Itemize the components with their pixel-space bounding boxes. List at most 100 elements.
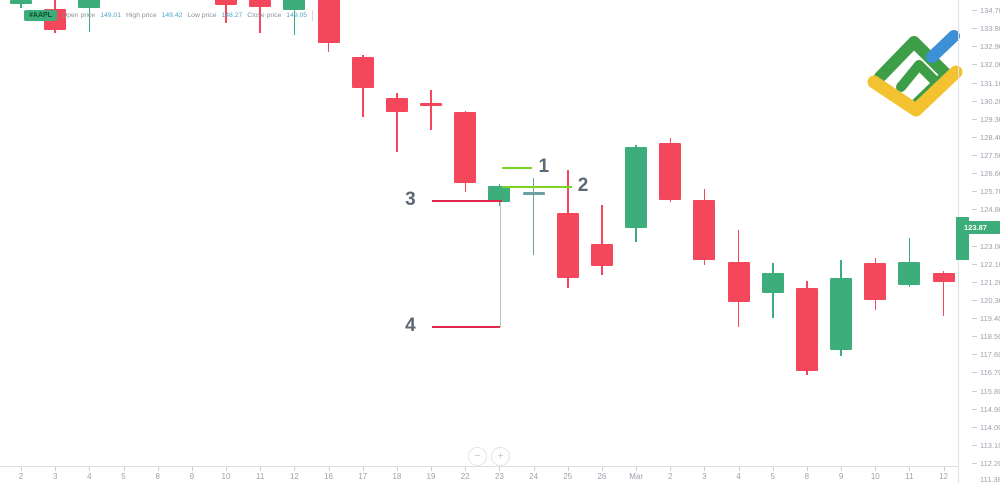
date-tick-label: 5 — [770, 472, 775, 481]
price-tick-label: 117.60 — [980, 350, 1000, 360]
date-tick-label: 4 — [736, 472, 741, 481]
price-tick — [972, 82, 977, 84]
annotation-line-1[interactable] — [502, 167, 533, 169]
date-tick-label: 24 — [529, 472, 539, 481]
price-tick-label: 127.50 — [980, 150, 1000, 160]
price-tick — [972, 191, 977, 193]
candle-wick — [532, 178, 535, 255]
candle-body — [78, 0, 101, 8]
date-tick — [670, 467, 672, 471]
symbol-badge[interactable]: #AAPL — [24, 9, 57, 21]
date-tick-label: 19 — [426, 472, 436, 481]
price-tick — [972, 245, 977, 247]
candle-wick — [88, 0, 91, 32]
date-tick-label: 3 — [702, 472, 707, 481]
date-tick — [123, 467, 125, 471]
date-tick — [533, 467, 535, 471]
candle-body — [898, 261, 921, 285]
price-tick — [972, 299, 977, 301]
price-tick-label: 123.00 — [980, 241, 1000, 251]
price-tick — [972, 64, 977, 66]
open-price-value: 149.01 — [100, 11, 121, 19]
date-tick-label: 12 — [939, 472, 949, 481]
annotation-label-1: 1 — [538, 156, 550, 177]
date-tick — [567, 467, 569, 471]
date-tick — [738, 467, 740, 471]
candle-body — [761, 272, 784, 293]
high-price-value: 149.42 — [161, 11, 183, 19]
candle-body — [10, 0, 32, 4]
date-tick — [362, 467, 364, 471]
logo-green-inner-shape — [896, 60, 939, 92]
price-tick-label: 112.20 — [980, 458, 1000, 468]
candle-body — [795, 288, 818, 371]
price-tick — [972, 390, 977, 392]
date-tick-label: 8 — [155, 472, 160, 481]
current-price-badge: 123.87 — [958, 221, 1000, 234]
date-tick — [499, 467, 501, 471]
price-axis[interactable]: 134.70 133.80 132.90 132.00 131.10 130.20 129.… — [958, 0, 1000, 483]
price-tick — [972, 408, 977, 410]
date-tick — [21, 467, 22, 471]
litefinance-logo-icon — [867, 30, 963, 117]
date-tick — [396, 467, 398, 471]
candle-wick — [293, 0, 296, 35]
zoom-out-button[interactable]: − — [468, 447, 487, 466]
annotation-label-3: 3 — [405, 189, 416, 210]
candle-body — [454, 112, 477, 184]
candle-body — [727, 261, 750, 302]
annotation-line-3[interactable] — [432, 200, 503, 202]
price-tick — [972, 209, 977, 211]
date-tick-label: 9 — [189, 472, 195, 481]
open-price-label: Open price — [61, 11, 96, 19]
annotation-line-4[interactable] — [432, 326, 501, 328]
date-tick-label: 16 — [324, 472, 333, 481]
candle-body — [249, 0, 272, 7]
date-axis[interactable]: 2 3 4 5 8 9 10 11 12 16 17 18 19 22 23 24 25 26 Mar 2 3 4 5 8 9 1… — [0, 466, 958, 483]
low-price-value: 148.27 — [221, 11, 243, 19]
date-tick — [636, 467, 638, 471]
date-tick — [260, 467, 262, 471]
price-tick — [972, 173, 977, 175]
date-tick-label: 22 — [460, 472, 470, 481]
price-tick-label: 125.70 — [980, 187, 1000, 197]
price-tick — [972, 372, 977, 374]
chart-canvas[interactable]: 1 2 3 4 — [0, 0, 958, 466]
price-tick — [972, 28, 977, 30]
candle-body — [693, 200, 716, 260]
candle-wick — [396, 92, 398, 152]
date-tick-label: 25 — [563, 472, 573, 481]
date-tick — [294, 467, 296, 471]
price-tick-label: 120.30 — [980, 295, 1000, 305]
date-tick-label: 10 — [870, 472, 880, 481]
date-tick — [89, 467, 91, 471]
price-tick — [972, 318, 977, 319]
price-tick-label: 113.10 — [980, 440, 1000, 450]
annotation-label-4: 4 — [405, 315, 416, 336]
price-tick — [972, 336, 977, 338]
price-tick-label: 128.40 — [980, 132, 1000, 142]
price-tick — [972, 444, 977, 446]
price-tick — [972, 118, 977, 120]
date-tick — [157, 467, 159, 471]
date-tick-label: 8 — [804, 472, 810, 481]
price-tick-label: 132.90 — [980, 42, 1000, 52]
date-tick-label: 11 — [256, 472, 265, 481]
close-price-value: 149.05 — [286, 11, 308, 19]
annotation-connector-line — [500, 202, 502, 327]
candle-wick — [225, 0, 227, 24]
price-edge-label: 111.38 — [980, 475, 1000, 483]
date-tick — [601, 467, 603, 471]
zoom-in-button[interactable]: + — [491, 447, 510, 466]
date-tick — [55, 467, 57, 471]
candle-body — [488, 185, 511, 202]
date-tick — [226, 467, 227, 471]
candle-body — [215, 0, 237, 5]
annotation-line-2[interactable] — [502, 186, 572, 189]
date-tick — [431, 467, 432, 471]
price-tick-label: 122.10 — [980, 259, 1000, 269]
candle-body — [556, 212, 579, 278]
candle-wick — [20, 0, 22, 8]
date-tick — [191, 467, 193, 471]
